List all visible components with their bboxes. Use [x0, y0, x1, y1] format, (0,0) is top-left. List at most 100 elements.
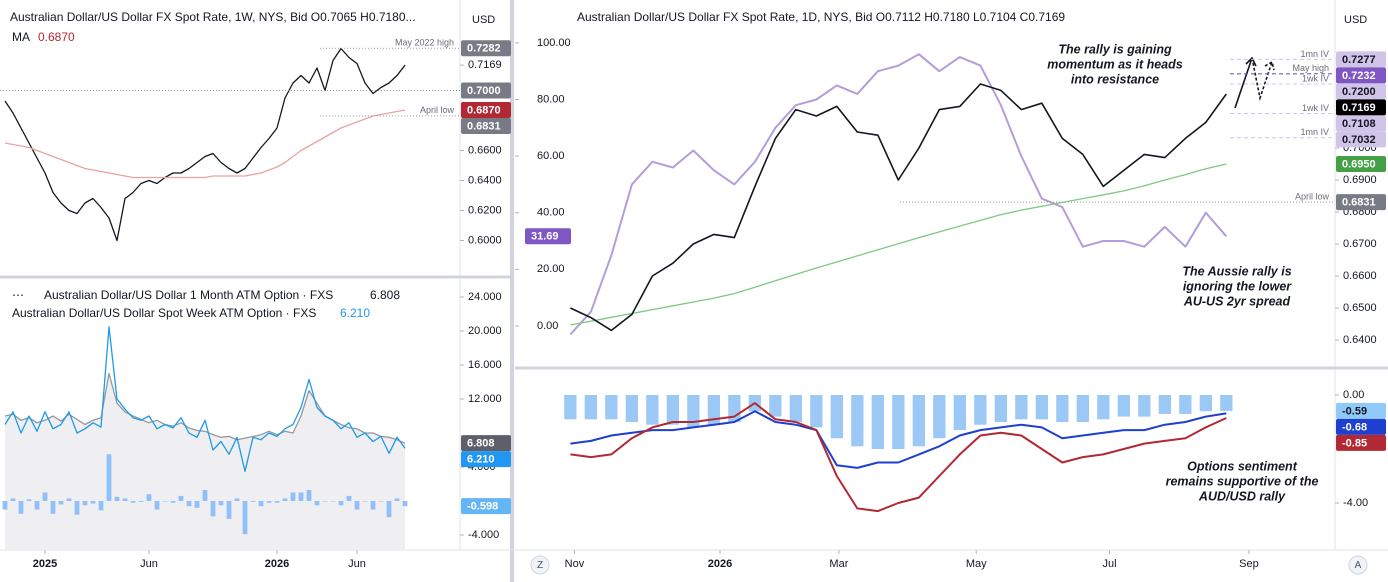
price-label-text: 0.6831 — [467, 120, 501, 132]
price-label-text: 0.6870 — [467, 104, 501, 116]
annotation-note: AU-US 2yr spread — [1183, 294, 1291, 308]
histogram-bar — [974, 395, 987, 425]
histogram-bar — [1158, 395, 1171, 414]
annotation-note: The Aussie rally is — [1182, 264, 1291, 278]
histogram-bar — [830, 395, 843, 439]
y-tick-label: -4.000 — [468, 529, 499, 541]
histogram-bar — [330, 501, 336, 502]
annotation-note: remains supportive of the — [1166, 474, 1319, 488]
price-label-text: -0.68 — [1342, 421, 1367, 433]
histogram-bar — [1097, 395, 1110, 420]
toolbar-button[interactable] — [530, 555, 550, 575]
price-label-text: 0.7169 — [468, 59, 502, 71]
annotation-note: momentum as it heads — [1047, 57, 1182, 71]
y-tick-label: 0.00 — [1343, 389, 1364, 401]
price-label-box — [461, 498, 511, 515]
toolbar-button-label[interactable]: A — [1355, 560, 1362, 571]
legend-name: Australian Dollar/US Dollar 1 Month ATM … — [44, 288, 333, 302]
y-tick-label: 0.6900 — [1343, 174, 1377, 186]
histogram-bar — [162, 501, 168, 502]
price-label-text: 0.7108 — [1342, 118, 1376, 130]
histogram-bar — [90, 501, 96, 504]
histogram-bar — [106, 454, 112, 502]
x-tick-label: 2026 — [265, 558, 289, 570]
price-label-box — [1336, 131, 1386, 148]
series-line — [4, 372, 406, 444]
y-tick-label: 0.6400 — [468, 174, 502, 186]
histogram-bar — [170, 501, 176, 503]
histogram-bar — [1199, 395, 1212, 412]
series-line — [570, 410, 1227, 469]
chart-title: Australian Dollar/US Dollar FX Spot Rate… — [577, 10, 1065, 24]
histogram-bar — [1076, 395, 1089, 423]
y2-tick-label: 40.00 — [537, 207, 565, 219]
price-label-text: 6.210 — [467, 454, 495, 466]
histogram-bar — [154, 501, 160, 510]
level-annotation: 1wk IV — [1302, 73, 1329, 83]
currency-label: USD — [1344, 14, 1367, 26]
price-label-box — [461, 40, 511, 57]
histogram-bar — [1220, 395, 1233, 411]
level-annotation: April low — [420, 105, 455, 115]
price-label-text: 0.7232 — [1342, 70, 1376, 82]
price-label-box — [1336, 115, 1386, 132]
histogram-bar — [210, 501, 216, 517]
histogram-bar — [242, 501, 248, 535]
histogram-bar — [322, 501, 328, 502]
annotation-note: into resistance — [1071, 72, 1159, 86]
toolbar-button[interactable] — [1348, 555, 1368, 575]
price-label-box — [1336, 67, 1386, 84]
series-line — [4, 326, 406, 472]
price-label-text: 0.7277 — [1342, 54, 1376, 66]
toolbar-button-label[interactable]: Z — [537, 560, 543, 571]
y-tick-label: 24.000 — [468, 291, 502, 303]
histogram-bar — [82, 501, 88, 506]
histogram-bar — [625, 395, 638, 423]
histogram-bar — [42, 492, 48, 502]
y-tick-label: 0.6500 — [1343, 302, 1377, 314]
y2-tick-label: 80.00 — [537, 93, 565, 105]
histogram-bar — [1035, 395, 1048, 420]
histogram-bar — [194, 501, 200, 508]
histogram-bar — [234, 498, 240, 502]
histogram-bar — [266, 501, 272, 503]
series-line — [569, 53, 1228, 336]
histogram-bar — [646, 395, 659, 425]
annotation-note: Options sentiment — [1187, 459, 1298, 473]
histogram-bar — [66, 498, 72, 502]
price-label-box — [525, 228, 571, 245]
histogram-bar — [892, 395, 905, 450]
annotation-note: The rally is gaining — [1058, 42, 1172, 56]
histogram-bar — [851, 395, 864, 447]
histogram-bar — [346, 495, 352, 502]
histogram-bar — [186, 501, 192, 507]
price-label-text: 0.7200 — [1342, 86, 1376, 98]
histogram-bar — [178, 495, 184, 502]
histogram-bar — [290, 492, 296, 502]
price-label-text: 0.7032 — [1342, 134, 1376, 146]
x-tick-label: Mar — [829, 558, 848, 570]
histogram-bar — [250, 501, 256, 502]
x-tick-label: Nov — [565, 558, 585, 570]
legend-name: Australian Dollar/US Dollar Spot Week AT… — [12, 306, 316, 320]
legend-name: MA — [12, 30, 30, 44]
histogram-bar — [402, 501, 408, 507]
histogram-bar — [386, 501, 392, 518]
y-tick-label: 0.6200 — [468, 204, 502, 216]
annotation-note: ignoring the lower — [1183, 279, 1292, 293]
histogram-bar — [18, 501, 24, 514]
legend-value: 6.210 — [340, 306, 370, 320]
price-label-text: 0.6831 — [1342, 197, 1376, 209]
y-tick-label: 20.000 — [468, 325, 502, 337]
histogram-bar — [130, 501, 136, 503]
price-label-text: 0.6950 — [1342, 158, 1376, 170]
y2-tick-label: 60.00 — [537, 150, 565, 162]
price-label-text: -0.85 — [1342, 437, 1367, 449]
histogram-bar — [202, 489, 208, 502]
price-label-text: -0.598 — [467, 501, 498, 513]
histogram-bar — [74, 501, 80, 515]
price-label-box — [461, 451, 511, 468]
histogram-bar — [1056, 395, 1069, 423]
histogram-bar — [769, 395, 782, 417]
